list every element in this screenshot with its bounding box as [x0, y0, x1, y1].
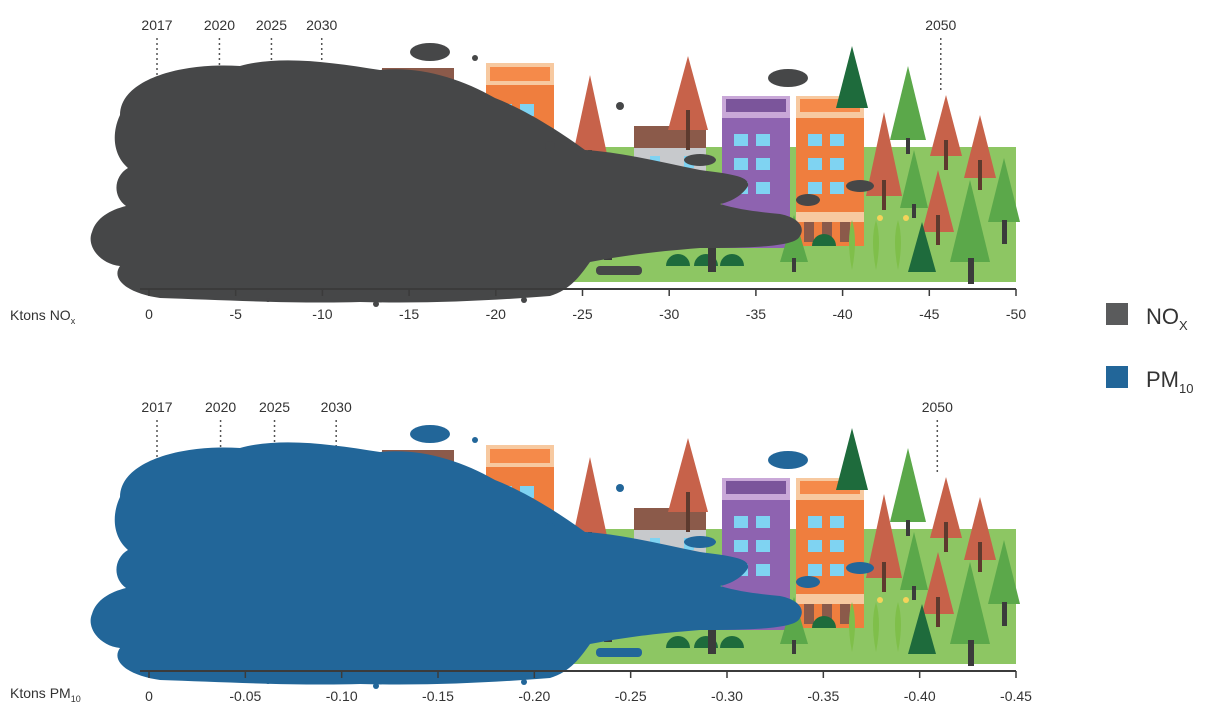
legend-swatch-nox [1106, 303, 1128, 325]
x-tick-label: 0 [145, 306, 153, 322]
legend-item-pm10: PM10 [1106, 366, 1193, 396]
legend-label-pm10: PM10 [1146, 367, 1193, 396]
year-label: 2050 [922, 399, 953, 415]
legend-swatch-pm10 [1106, 366, 1128, 388]
year-label: 2017 [141, 399, 172, 415]
x-tick-label: -15 [399, 306, 419, 322]
year-label: 2025 [259, 399, 290, 415]
axis-label-pm10: Ktons PM10 [10, 685, 81, 704]
x-tick-label: -0.10 [326, 688, 358, 704]
axis-label-nox: Ktons NOx [10, 307, 76, 326]
x-tick-label: -10 [312, 306, 332, 322]
x-tick-label: -5 [229, 306, 242, 322]
panel-pm10: 2017 2020 2025 2030 2050 0 -0.05 -0.10 -0.15 -0.… [10, 399, 1032, 704]
x-tick-label: -20 [486, 306, 506, 322]
x-tick-label: -0.35 [807, 688, 839, 704]
x-tick-label: -30 [659, 306, 679, 322]
x-tick-label: 0 [145, 688, 153, 704]
legend-label-nox: NOX [1146, 304, 1188, 333]
x-tick-label: -0.05 [229, 688, 261, 704]
year-label: 2030 [321, 399, 352, 415]
x-tick-label: -25 [572, 306, 592, 322]
x-tick-label: -0.45 [1000, 688, 1032, 704]
year-label: 2050 [925, 17, 956, 33]
x-tick-label: -0.20 [518, 688, 550, 704]
x-tick-label: -35 [746, 306, 766, 322]
x-tick-label: -50 [1006, 306, 1026, 322]
panel-nox: 2017 2020 2025 2030 2050 0 -5 -10 -15 -20 -25 -30 -… [10, 17, 1026, 326]
year-label: 2017 [141, 17, 172, 33]
legend: NOX PM10 [1106, 303, 1193, 396]
year-label: 2020 [205, 399, 236, 415]
x-ticks-pm10: 0 -0.05 -0.10 -0.15 -0.20 -0.25 -0.30 -0.35 -0.4… [145, 671, 1032, 704]
year-label: 2030 [306, 17, 337, 33]
year-label: 2025 [256, 17, 287, 33]
x-tick-label: -45 [919, 306, 939, 322]
year-label: 2020 [204, 17, 235, 33]
x-tick-label: -0.30 [711, 688, 743, 704]
legend-item-nox: NOX [1106, 303, 1188, 333]
x-tick-label: -0.15 [422, 688, 454, 704]
x-ticks-nox: 0 -5 -10 -15 -20 -25 -30 -35 -40 -45 -50 [145, 289, 1026, 322]
x-tick-label: -40 [832, 306, 852, 322]
x-tick-label: -0.40 [904, 688, 936, 704]
x-tick-label: -0.25 [615, 688, 647, 704]
